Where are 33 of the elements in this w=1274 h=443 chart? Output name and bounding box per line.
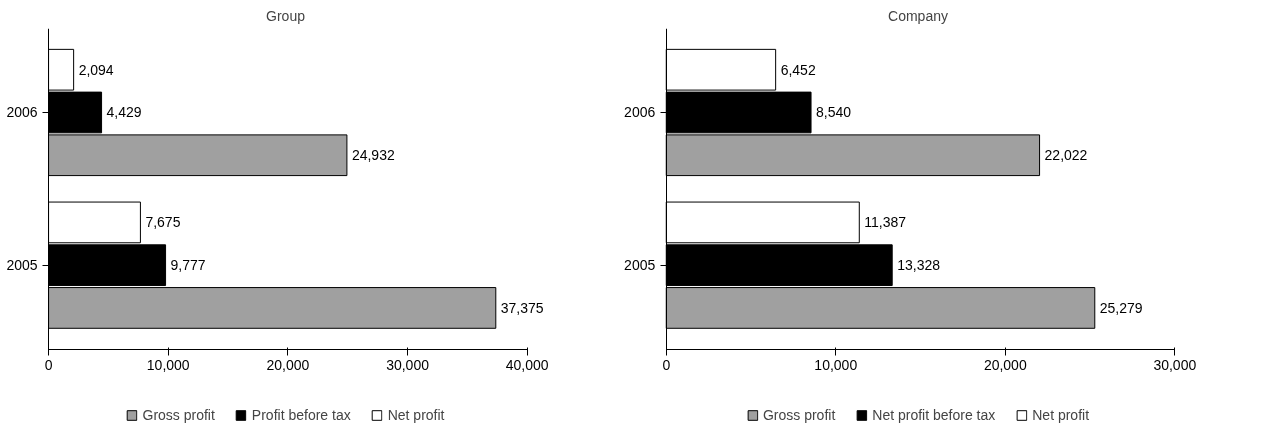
data-label: 8,540 <box>816 104 852 121</box>
x-tick-label: 20,000 <box>266 357 310 374</box>
data-label: 24,932 <box>351 147 395 164</box>
x-tick-label: 0 <box>44 357 53 374</box>
data-label: 7,675 <box>145 214 181 231</box>
y-tick-label: 2006 <box>624 104 656 121</box>
y-tick-label: 2006 <box>6 104 38 121</box>
data-label: 6,452 <box>780 61 816 78</box>
data-label: 25,279 <box>1099 299 1143 316</box>
y-tick-label: 2005 <box>6 257 38 274</box>
data-label: 4,429 <box>106 104 142 121</box>
x-tick-label: 0 <box>662 357 671 374</box>
data-label: 9,777 <box>170 257 206 274</box>
legend-label: Profit before tax <box>251 407 351 423</box>
legend-label: Gross profit <box>142 407 215 423</box>
chart-title: Group <box>266 7 306 24</box>
x-tick-label: 30,000 <box>386 357 430 374</box>
legend-label: Net profit before tax <box>872 407 996 423</box>
x-tick-label: 20,000 <box>983 357 1027 374</box>
legend-label: Net profit <box>1032 407 1090 423</box>
legend-label: Net profit <box>387 407 445 423</box>
data-label: 2,094 <box>78 61 114 78</box>
data-label: 37,375 <box>500 299 544 316</box>
x-tick-label: 40,000 <box>505 357 549 374</box>
x-tick-label: 10,000 <box>814 357 858 374</box>
x-tick-label: 10,000 <box>146 357 190 374</box>
data-label: 13,328 <box>897 257 941 274</box>
chart-title: Company <box>888 7 948 24</box>
data-label: 22,022 <box>1044 147 1088 164</box>
data-label: 11,387 <box>864 214 907 231</box>
legend-label: Gross profit <box>762 407 836 423</box>
x-tick-label: 30,000 <box>1153 357 1197 374</box>
y-tick-label: 2005 <box>624 257 656 274</box>
